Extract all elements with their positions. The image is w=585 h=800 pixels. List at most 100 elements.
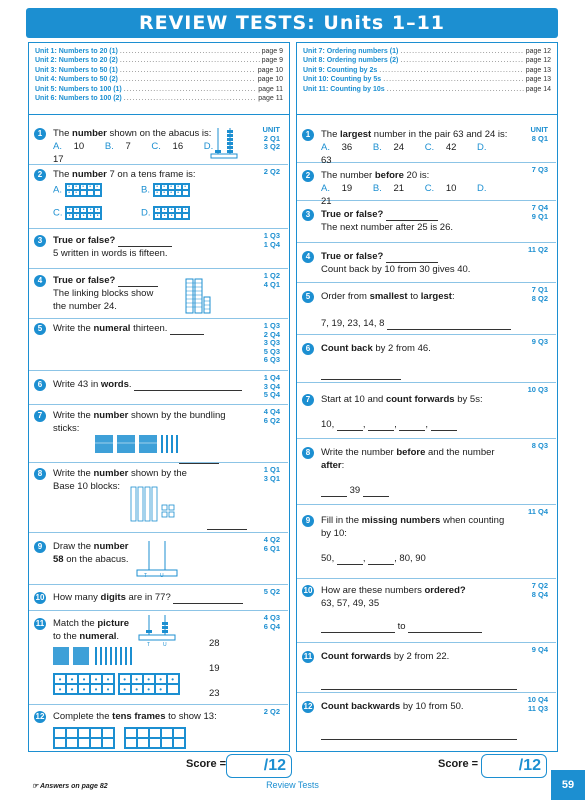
choice-23[interactable]: 23: [209, 688, 220, 699]
answer-blank[interactable]: [385, 253, 438, 263]
contents-row: Unit 2: Numbers to 20 (2)page 9: [35, 56, 283, 65]
unit-reference: 11 Q2: [527, 245, 548, 254]
abacus-label: U: [163, 642, 167, 648]
score-box-left[interactable]: /12: [226, 754, 292, 778]
question-9: 9 Draw the number 58 on the abacus. T U 4…: [29, 533, 288, 585]
unit-reference: 1 Q3 1 Q4: [263, 231, 280, 249]
answer-options: A. 36 B. 24 C. 42 D. 63: [321, 141, 514, 167]
answer-blank[interactable]: [368, 421, 395, 431]
answer-options: A. 10 B. 7 C. 16 D. 17: [53, 140, 246, 166]
question-number: 12: [302, 701, 314, 713]
answer-blank[interactable]: [321, 487, 347, 497]
option-b[interactable]: B. 7: [104, 141, 131, 152]
question-number: 1: [302, 129, 314, 141]
answer-blank[interactable]: [173, 594, 244, 604]
answer-blank[interactable]: [368, 555, 395, 565]
option-d[interactable]: D. 21: [321, 183, 487, 207]
unit-reference: 4 Q4 6 Q2: [263, 407, 280, 425]
question-4: 4 True or false? Count back by 10 from 3…: [297, 243, 556, 283]
bundling-sticks-picture[interactable]: [51, 645, 151, 667]
unit-reference: 7 Q4 9 Q1: [531, 203, 548, 221]
unit-reference: UNIT 8 Q1: [530, 125, 549, 143]
answer-blank[interactable]: [321, 623, 395, 633]
question-5: 5 Order from smallest to largest: 7, 19, …: [297, 283, 556, 335]
option-c[interactable]: C. 16: [151, 141, 184, 152]
choice-28[interactable]: 28: [209, 638, 220, 649]
option-b[interactable]: B. 21: [372, 183, 405, 194]
blank-abacus[interactable]: [135, 538, 179, 580]
answer-blank[interactable]: [179, 454, 219, 464]
unit-reference: 11 Q4: [527, 507, 548, 516]
question-1: 1 The number shown on the abacus is: A. …: [29, 123, 288, 165]
answer-blank[interactable]: [321, 730, 517, 740]
answer-blank[interactable]: [362, 487, 389, 497]
unit-reference: 2 Q2: [263, 167, 280, 176]
unit-reference: 5 Q2: [263, 587, 280, 596]
question-number: 12: [34, 711, 46, 723]
option-a[interactable]: A. 10: [53, 141, 85, 152]
pointing-hand-icon: ☞: [32, 783, 39, 790]
answer-blank[interactable]: [321, 370, 401, 380]
left-column: Unit 1: Numbers to 20 (1)page 9 Unit 2: …: [28, 42, 290, 752]
bundling-sticks-icon: [95, 435, 178, 453]
option-d[interactable]: D. 63: [321, 142, 487, 166]
page-number: 59: [551, 770, 585, 800]
answer-blank[interactable]: [336, 555, 363, 565]
footer-title: Review Tests: [266, 780, 319, 790]
question-number: 9: [34, 541, 46, 553]
tens-frames-picture[interactable]: • • • • • • • • • • • • • • • • • • •: [53, 673, 180, 695]
option-d[interactable]: D. 17: [53, 141, 214, 165]
option-c[interactable]: C. • • • • • • • • • •: [53, 206, 103, 220]
answer-blank[interactable]: [117, 237, 172, 247]
question-number: 8: [302, 447, 314, 459]
question-7: 7 Write the number shown by the bundling…: [29, 405, 288, 464]
question-number: 2: [302, 170, 314, 182]
answer-blank[interactable]: [321, 680, 517, 690]
question-number: 11: [34, 618, 46, 630]
unit-reference: 7 Q1 8 Q2: [531, 285, 548, 303]
tens-frame: • • • • • • •: [64, 183, 102, 197]
base10-blocks-icon: [130, 486, 175, 522]
option-b[interactable]: B. • • • • • • • • •: [141, 183, 190, 197]
option-a[interactable]: A. 19: [321, 183, 353, 194]
question-7: 7 Start at 10 and count forwards by 5s: 1…: [297, 383, 556, 439]
contents-row: Unit 8: Ordering numbers (2)page 12: [303, 56, 551, 65]
contents-row: Unit 7: Ordering numbers (1)page 12: [303, 47, 551, 56]
abacus-picture[interactable]: [137, 613, 177, 643]
question-12: 12 Complete the tens frames to show 13: …: [29, 705, 288, 753]
unit-reference: 1 Q4 3 Q4 5 Q4: [263, 373, 280, 399]
abacus-label: T: [144, 573, 148, 579]
answer-blank[interactable]: [134, 381, 243, 391]
answer-blank[interactable]: [385, 211, 438, 221]
answer-blank[interactable]: [207, 520, 247, 530]
score-box-right[interactable]: /12: [481, 754, 547, 778]
option-a[interactable]: A. 36: [321, 142, 353, 153]
unit-reference: 9 Q4: [531, 645, 548, 654]
unit-reference: 1 Q3 2 Q4 3 Q3 5 Q3 6 Q3: [263, 321, 280, 364]
question-10: 10 How are these numbers ordered? 63, 57,…: [297, 579, 556, 643]
contents-row: Unit 9: Counting by 2spage 13: [303, 66, 551, 75]
right-column: Unit 7: Ordering numbers (1)page 12 Unit…: [296, 42, 558, 752]
option-c[interactable]: C. 42: [424, 142, 457, 153]
unit-reference: 2 Q2: [263, 707, 280, 716]
question-8: 8 Write the number before and the number…: [297, 439, 556, 505]
answer-blank[interactable]: [336, 421, 363, 431]
question-number: 4: [34, 275, 46, 287]
answer-blank[interactable]: [170, 325, 205, 335]
option-a[interactable]: A. • • • • • • •: [53, 183, 102, 197]
blank-tens-frames[interactable]: [53, 727, 186, 749]
answer-blank[interactable]: [117, 277, 158, 287]
page-title: REVIEW TESTS: Units 1–11: [26, 8, 558, 38]
answer-blank[interactable]: [387, 320, 512, 330]
answer-blank[interactable]: [408, 623, 483, 633]
choice-19[interactable]: 19: [209, 663, 220, 674]
option-b[interactable]: B. 24: [372, 142, 405, 153]
option-d[interactable]: D. • • • • • • • •: [141, 206, 191, 220]
question-6: 6 Count back by 2 from 46. 9 Q3: [297, 335, 556, 383]
answer-blank[interactable]: [399, 421, 426, 431]
question-number: 7: [302, 394, 314, 406]
question-3: 3 True or false? 5 written in words is f…: [29, 229, 288, 269]
option-c[interactable]: C. 10: [424, 183, 457, 194]
answer-blank[interactable]: [430, 421, 457, 431]
question-10: 10 How many digits are in 77? 5 Q2: [29, 585, 288, 611]
